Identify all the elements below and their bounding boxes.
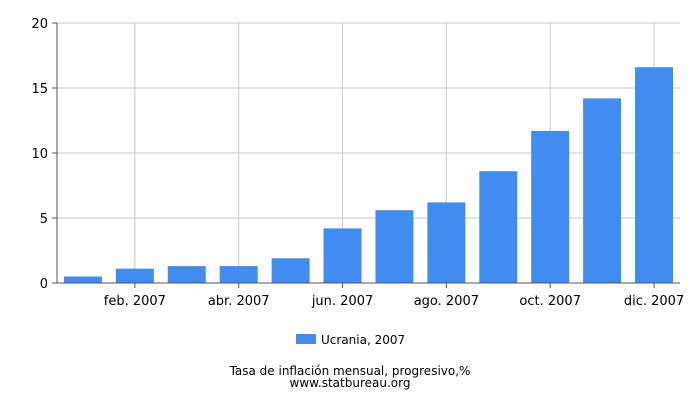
- x-tick-label: oct. 2007: [519, 294, 581, 309]
- y-tick-label: 20: [31, 17, 48, 32]
- bar: [635, 67, 674, 283]
- bar: [531, 130, 570, 283]
- bar: [323, 228, 362, 283]
- y-tick-label: 5: [40, 212, 48, 227]
- x-axis-ticks: feb. 2007 abr. 2007 jun. 2007 ago. 2007 oct.…: [104, 283, 684, 309]
- bar: [479, 171, 518, 283]
- y-axis-ticks: 0 5 10 15 20: [31, 17, 57, 292]
- bar: [115, 268, 154, 283]
- bars: [63, 67, 674, 284]
- legend-label: Ucrania, 2007: [321, 333, 405, 347]
- y-tick-label: 0: [40, 277, 48, 292]
- bar: [271, 258, 310, 283]
- x-tick-label: feb. 2007: [104, 294, 166, 309]
- bar: [63, 276, 102, 283]
- bar: [375, 210, 414, 283]
- x-tick-label: abr. 2007: [208, 294, 270, 309]
- bar: [219, 266, 258, 283]
- x-tick-label: dic. 2007: [624, 294, 684, 309]
- legend-swatch: [296, 334, 316, 344]
- chart-title: Tasa de inflación mensual, progresivo,%: [229, 364, 471, 378]
- y-tick-label: 15: [31, 82, 48, 97]
- x-tick-label: ago. 2007: [414, 294, 479, 309]
- source-link[interactable]: www.statbureau.org: [289, 376, 411, 390]
- legend: Ucrania, 2007: [296, 333, 405, 347]
- y-tick-label: 10: [31, 147, 48, 162]
- bar: [167, 266, 206, 283]
- bar: [583, 98, 622, 284]
- x-tick-label: jun. 2007: [311, 294, 373, 309]
- bar: [427, 202, 466, 283]
